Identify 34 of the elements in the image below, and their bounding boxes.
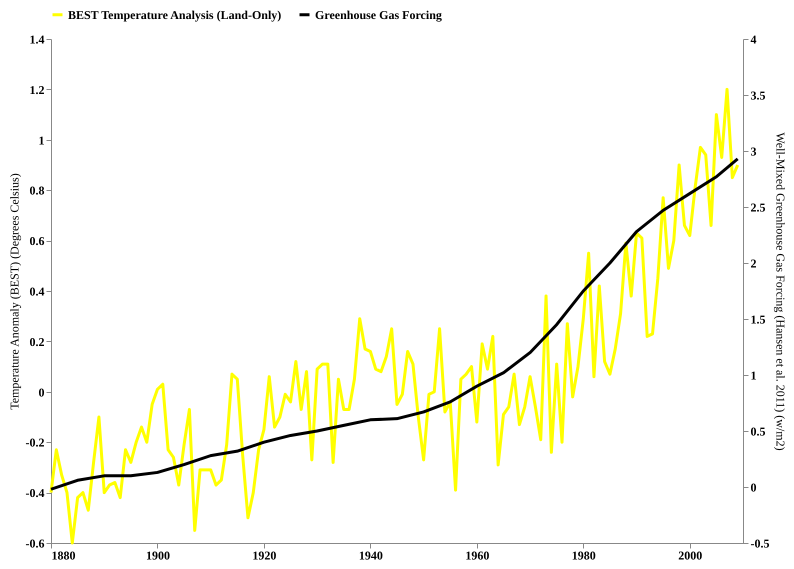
y2-tick-label: 4 <box>750 32 756 46</box>
y2-tick-label: 2 <box>750 256 756 270</box>
y2-tick-label: 0 <box>750 480 756 494</box>
x-tick-label: 1940 <box>358 548 383 562</box>
y2-tick-label: 1.5 <box>750 312 766 326</box>
y2-tick-label: 3.5 <box>750 88 766 102</box>
y-tick-label: 0.4 <box>30 284 44 298</box>
y2-tick-label: -0.5 <box>750 536 770 550</box>
y2-tick-label: 1 <box>750 368 756 382</box>
legend-label: BEST Temperature Analysis (Land-Only) <box>68 8 282 22</box>
y-tick-label: 0.6 <box>30 234 44 248</box>
line-series <box>50 157 740 491</box>
y-tick-label: 1.4 <box>30 32 44 46</box>
y2-tick-label: 0.5 <box>750 424 766 438</box>
y-tick-label: -0.2 <box>26 436 44 450</box>
y2-tick-label: 2.5 <box>750 200 766 214</box>
x-tick-label: 1880 <box>52 548 76 562</box>
x-tick-label: 1980 <box>572 548 596 562</box>
y-tick-label: 0 <box>38 385 44 400</box>
y-tick-label: -0.6 <box>26 536 44 550</box>
y-axis-title: Temperature Anomaly (BEST) (Degrees Celsius) <box>8 173 22 410</box>
x-tick-label: 1960 <box>465 548 490 562</box>
x-tick-label: 2000 <box>678 548 702 562</box>
y2-axis-title: Well-Mixed Greenhouse Gas Forcing (Hansen et al. 2011) (w/m2) <box>773 132 788 451</box>
y-tick-label: -0.4 <box>26 486 44 500</box>
x-tick-label: 1920 <box>252 548 276 562</box>
line-series <box>50 88 740 544</box>
legend-label: Greenhouse Gas Forcing <box>315 8 442 22</box>
x-tick-label: 1900 <box>146 548 170 562</box>
y-tick-label: 0.2 <box>30 334 44 349</box>
y-tick-label: 0.8 <box>30 184 44 198</box>
y-tick-label: 1.2 <box>30 82 44 97</box>
y2-tick-label: 3 <box>750 144 756 158</box>
y-tick-label: 1 <box>38 133 44 148</box>
